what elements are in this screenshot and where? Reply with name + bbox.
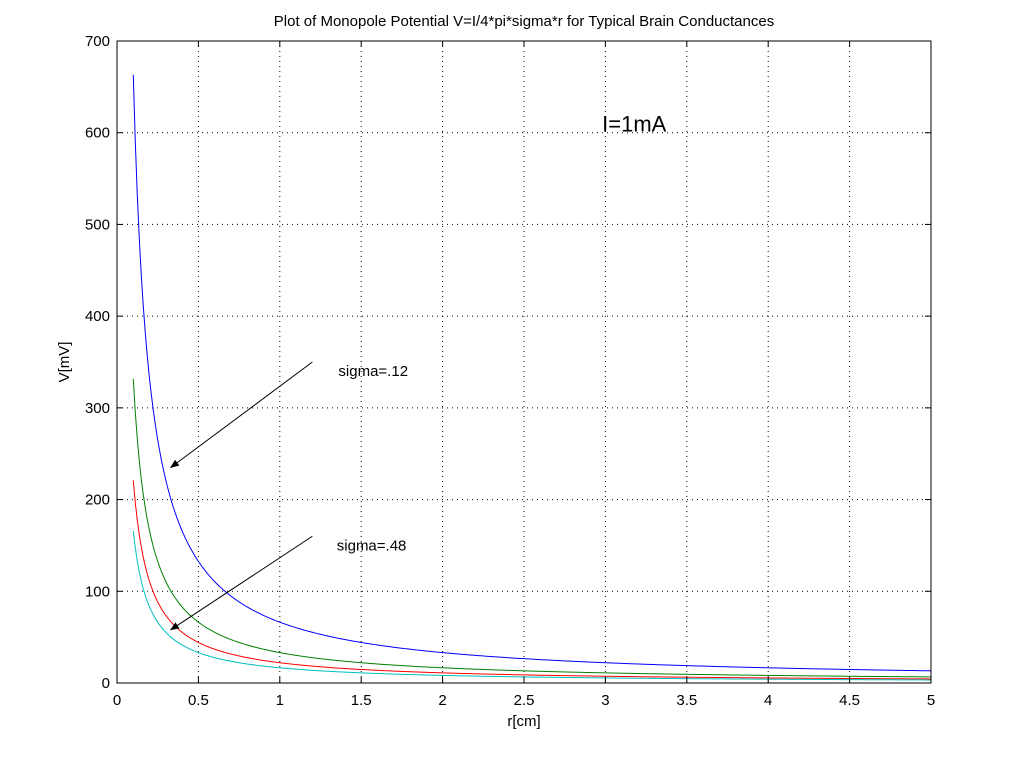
annotation-arrow: [169, 535, 313, 631]
x-tick-label: 3: [601, 692, 609, 709]
y-tick-label: 100: [85, 583, 110, 600]
series-layer: [132, 74, 932, 681]
x-tick-label: 0.5: [188, 692, 209, 709]
x-tick-label: 4.5: [839, 692, 860, 709]
x-tick-label: 1.5: [351, 692, 372, 709]
ticks: 0 0.5 1 1.5 2 2.5 3 3.5 4 4.5 5 0 100 200 300 400 500 600…: [85, 33, 935, 709]
series-line-sigma-0_12: [132, 74, 932, 672]
x-axis-label: r[cm]: [507, 713, 540, 730]
annotation-arrow: [170, 361, 313, 469]
series-line-sigma-0_48: [132, 530, 932, 681]
y-tick-label: 300: [85, 400, 110, 417]
series-line-sigma-0_24: [132, 378, 932, 678]
chart-title: Plot of Monopole Potential V=I/4*pi*sigm…: [274, 13, 774, 30]
grid: [117, 41, 931, 683]
x-tick-label: 0: [113, 692, 121, 709]
annotations: I=1mA sigma=.12 sigma=.48: [169, 112, 667, 631]
x-tick-label: 3.5: [676, 692, 697, 709]
y-tick-label: 600: [85, 125, 110, 142]
annotation-current: I=1mA: [602, 112, 667, 137]
annotation-sigma-label: sigma=.48: [337, 537, 407, 554]
annotation-sigma-label: sigma=.12: [338, 363, 408, 380]
y-tick-label: 200: [85, 492, 110, 509]
x-tick-label: 2: [438, 692, 446, 709]
y-tick-label: 700: [85, 33, 110, 50]
y-axis-label: V[mV]: [56, 342, 73, 383]
y-tick-label: 500: [85, 216, 110, 233]
y-tick-label: 0: [102, 675, 110, 692]
x-tick-label: 1: [276, 692, 284, 709]
x-tick-label: 4: [764, 692, 772, 709]
y-tick-label: 400: [85, 308, 110, 325]
x-tick-label: 5: [927, 692, 935, 709]
series-line-sigma-0_36: [132, 480, 932, 680]
x-tick-label: 2.5: [514, 692, 535, 709]
